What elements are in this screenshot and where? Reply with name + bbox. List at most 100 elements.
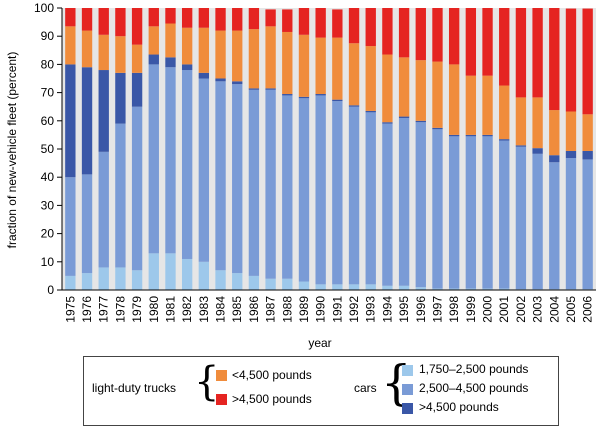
bar-segment-1979-s4 xyxy=(131,8,143,45)
bar-segment-1986-s0 xyxy=(248,275,260,290)
y-tick-label: 80 xyxy=(41,57,55,71)
bar-segment-1993-s0 xyxy=(365,284,376,290)
bar-segment-1997-s4 xyxy=(432,8,443,62)
y-tick-label: 60 xyxy=(41,114,55,128)
bar-segment-1977-s3 xyxy=(98,34,109,71)
y-tick-label: 70 xyxy=(41,86,55,100)
bar-segment-1980-s0 xyxy=(148,253,159,290)
bar-segment-1990-s3 xyxy=(315,37,326,95)
bar-segment-1999-s3 xyxy=(465,75,477,135)
bar-segment-1975-s3 xyxy=(65,26,76,65)
bar-segment-2003-s1 xyxy=(532,153,543,290)
y-tick-label: 20 xyxy=(41,227,55,241)
bar-segment-2003-s4 xyxy=(532,8,543,98)
bar-segment-1988-s1 xyxy=(282,95,293,279)
bar-segment-1977-s1 xyxy=(98,151,109,268)
bar-segment-2001-s0 xyxy=(499,288,510,290)
bar-segment-1989-s3 xyxy=(298,34,310,97)
bar-segment-1980-s3 xyxy=(148,26,159,55)
bar-segment-2002-s3 xyxy=(515,97,527,146)
x-tick-label: 1982 xyxy=(180,296,194,323)
x-tick-label: 1997 xyxy=(430,296,444,323)
x-tick-label: 1993 xyxy=(364,296,378,323)
legend-group-cars-label: cars xyxy=(354,381,377,395)
x-tick-label: 1978 xyxy=(113,296,127,323)
bar-segment-1998-s2 xyxy=(448,134,460,137)
bar-segment-1997-s1 xyxy=(432,129,443,289)
bar-segment-2005-s3 xyxy=(565,111,577,151)
legend-swatch-trucks-heavy xyxy=(216,394,227,405)
bar-segment-1985-s3 xyxy=(232,30,243,82)
y-tick-label: 90 xyxy=(41,29,55,43)
bar-segment-1976-s4 xyxy=(81,8,93,31)
bar-segment-1994-s4 xyxy=(382,8,393,55)
bar-segment-1984-s2 xyxy=(215,78,226,82)
bar-segment-2003-s2 xyxy=(532,148,543,154)
bar-segment-1991-s2 xyxy=(332,99,343,102)
bar-segment-2000-s4 xyxy=(482,8,493,76)
x-tick-label: 1995 xyxy=(397,296,411,323)
bar-segment-2001-s1 xyxy=(499,140,510,289)
x-tick-label: 2001 xyxy=(497,296,511,323)
bar-segment-1998-s4 xyxy=(448,8,460,65)
bar-segment-2000-s3 xyxy=(482,75,493,135)
y-tick-label: 30 xyxy=(41,198,55,212)
bar-segment-1983-s4 xyxy=(198,8,210,28)
bar-segment-1977-s0 xyxy=(98,267,109,290)
bar-segment-1979-s2 xyxy=(131,72,143,107)
bar-segment-1998-s3 xyxy=(448,64,460,135)
bar-segment-2005-s1 xyxy=(565,158,577,290)
x-tick-label: 1979 xyxy=(130,296,144,323)
legend-label-trucks-heavy: >4,500 pounds xyxy=(232,392,312,406)
bar-segment-2006-s1 xyxy=(582,159,593,290)
x-tick-label: 2003 xyxy=(531,296,545,323)
bar-segment-1997-s2 xyxy=(432,127,443,130)
bar-segment-1982-s1 xyxy=(181,70,193,259)
x-tick-label: 1992 xyxy=(347,296,361,323)
bar-segment-1989-s2 xyxy=(298,96,310,99)
bar-segment-1991-s0 xyxy=(332,284,343,290)
x-tick-label: 1998 xyxy=(447,296,461,323)
bar-segment-1985-s4 xyxy=(232,8,243,31)
bar-segment-2000-s1 xyxy=(482,136,493,289)
bar-segment-2006-s4 xyxy=(582,8,593,115)
bar-segment-1979-s1 xyxy=(131,106,143,271)
bar-segment-1994-s2 xyxy=(382,122,393,124)
bar-segment-1990-s2 xyxy=(315,94,326,96)
bar-segment-1992-s1 xyxy=(348,106,360,285)
bar-segment-1994-s3 xyxy=(382,54,393,123)
bar-segment-1989-s1 xyxy=(298,98,310,282)
bar-segment-1988-s3 xyxy=(282,31,293,95)
bar-segment-1980-s4 xyxy=(148,8,159,27)
bar-segment-1975-s4 xyxy=(65,8,76,27)
bar-segment-1976-s3 xyxy=(81,30,93,68)
bar-segment-2002-s1 xyxy=(515,146,527,290)
bar-segment-1996-s1 xyxy=(415,122,426,288)
bar-segment-1982-s0 xyxy=(181,258,193,290)
bar-segment-1975-s0 xyxy=(65,275,76,290)
bar-segment-1990-s1 xyxy=(315,95,326,285)
x-tick-label: 1977 xyxy=(97,296,111,323)
legend-swatch-cars-small xyxy=(402,365,413,376)
bar-segment-1979-s0 xyxy=(131,270,143,290)
bar-segment-1983-s3 xyxy=(198,27,210,73)
bar-segment-1990-s4 xyxy=(315,8,326,38)
bar-segment-1998-s0 xyxy=(448,288,460,290)
y-tick-label: 100 xyxy=(34,1,54,15)
x-tick-label: 2002 xyxy=(514,296,528,323)
bar-segment-1980-s2 xyxy=(148,54,159,65)
x-tick-label: 1987 xyxy=(264,296,278,323)
x-tick-label: 1976 xyxy=(80,296,94,323)
bar-segment-1998-s1 xyxy=(448,136,460,289)
bar-segment-1993-s4 xyxy=(365,8,376,47)
bar-segment-1999-s2 xyxy=(465,134,477,137)
x-tick-label: 1990 xyxy=(314,296,328,323)
bar-segment-1993-s1 xyxy=(365,112,376,285)
bar-segment-1996-s2 xyxy=(415,120,426,123)
legend: light-duty trucks { <4,500 pounds >4,500… xyxy=(83,356,559,426)
x-tick-label: 1986 xyxy=(247,296,261,323)
bar-segment-1978-s0 xyxy=(115,267,126,290)
bar-segment-2000-s0 xyxy=(482,288,493,290)
bar-segment-1976-s0 xyxy=(81,273,93,290)
legend-label-cars-medium: 2,500–4,500 pounds xyxy=(419,381,529,395)
